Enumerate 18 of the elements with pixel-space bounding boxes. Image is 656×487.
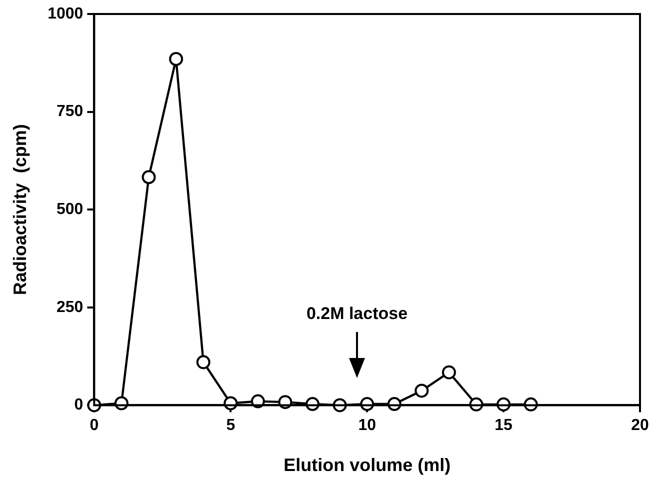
x-axis-title: Elution volume (ml)	[284, 455, 451, 476]
y-tick-label: 1000	[48, 5, 84, 22]
y-tick-label: 0	[74, 396, 84, 414]
point	[169, 52, 184, 66]
point	[442, 365, 456, 380]
x-tick-label: 5	[226, 417, 236, 434]
y-tick-label: 250	[56, 298, 84, 316]
y-tick-label: 750	[56, 103, 84, 120]
x-tick-label: 20	[631, 417, 649, 434]
x-tick-label: 0	[90, 417, 99, 434]
point	[414, 384, 429, 398]
annotation: 0.2M lactose	[306, 304, 408, 324]
x-tick-label: 15	[494, 417, 513, 434]
y-tick-label: 500	[56, 201, 84, 218]
point	[142, 170, 156, 184]
y-axis-title: Radioactivity (cpm)	[10, 124, 30, 296]
point	[196, 355, 210, 370]
x-tick-label: 10	[358, 417, 376, 434]
